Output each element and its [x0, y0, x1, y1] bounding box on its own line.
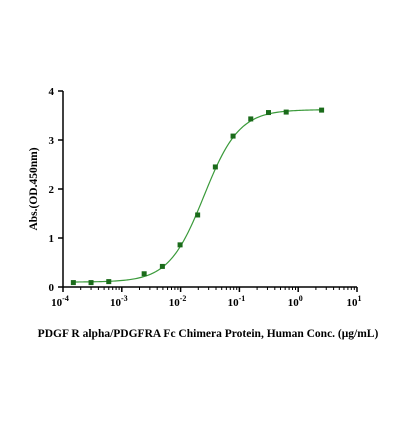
data-point [70, 280, 76, 286]
data-point [230, 133, 236, 139]
x-tick-label: 10-1 [228, 294, 246, 309]
data-points-layer [70, 107, 325, 286]
data-point [106, 279, 112, 285]
x-tick-label: 100 [288, 294, 303, 309]
data-point [195, 212, 201, 218]
y-tick-label: 0 [49, 282, 55, 294]
x-tick-label: 10-4 [51, 294, 69, 309]
fit-curve [73, 109, 322, 283]
y-axis-label: Abs.(OD.450nm) [28, 147, 40, 230]
fit-curve-layer [73, 109, 322, 283]
y-tick-label: 4 [49, 86, 55, 98]
data-point [88, 280, 94, 286]
data-point [266, 110, 271, 116]
axis-labels-layer: PDGF R alpha/PDGFRA Fc Chimera Protein, … [28, 147, 378, 340]
data-point [177, 242, 183, 248]
data-point [212, 164, 218, 170]
data-point [248, 116, 254, 122]
x-tick-label: 101 [347, 294, 362, 309]
data-point [319, 107, 325, 113]
data-point [141, 271, 147, 277]
data-point [283, 109, 289, 115]
y-tick-label: 1 [49, 233, 55, 245]
x-axis-label: PDGF R alpha/PDGFRA Fc Chimera Protein, … [38, 328, 379, 340]
x-tick-label: 10-2 [169, 294, 187, 309]
y-tick-label: 3 [49, 135, 55, 147]
x-tick-label: 10-3 [110, 294, 128, 309]
y-tick-label: 2 [49, 184, 55, 196]
data-point [159, 263, 165, 269]
axes: 0 1 2 3 4 10-4 10-3 10-2 10-1 100 101 [49, 86, 362, 309]
